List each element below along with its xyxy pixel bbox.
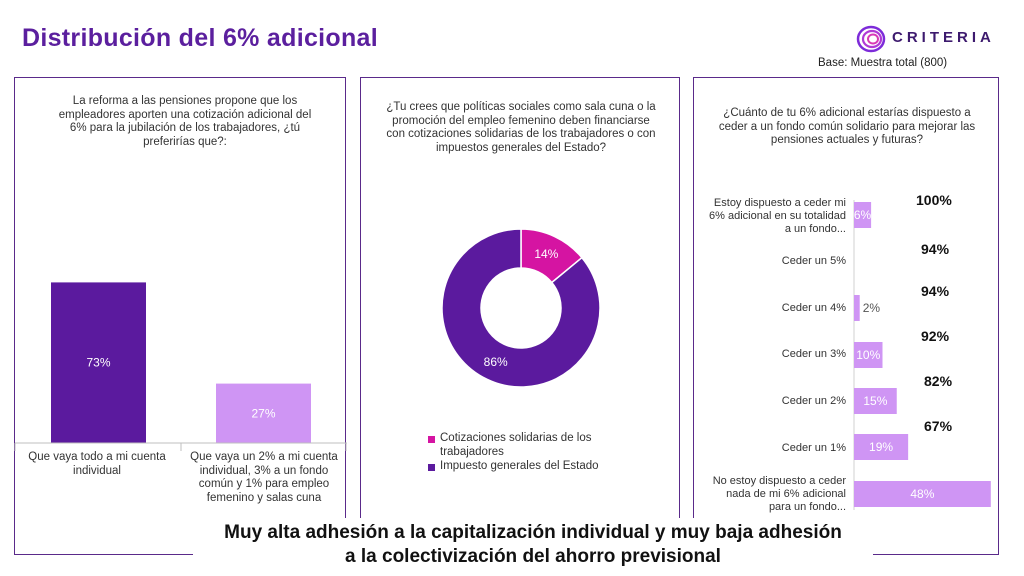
panel-bar-chart: La reforma a las pensiones propone que l…: [14, 77, 347, 555]
hbar-1: [854, 202, 872, 228]
brand-name: CRITERIA: [892, 29, 995, 46]
hbar-category-label-5: Ceder un 2%: [781, 395, 846, 407]
bar-chart-1: 73% 27%: [14, 282, 347, 451]
hbar-3: [854, 295, 860, 321]
hbar-4: [854, 342, 883, 368]
banner-line-1: Muy alta adhesión a la capitalización in…: [224, 522, 842, 543]
hbar-category-label-6: Ceder un 1%: [781, 442, 846, 454]
category-label-2: Que vaya un 2% a mi cuenta individual, 3…: [190, 451, 338, 504]
legend-label-cotizaciones: Cotizaciones solidarias de los trabajado…: [440, 432, 592, 458]
bar-value-label-1: 73%: [86, 356, 110, 370]
cumulative-total-6: 67%: [924, 418, 953, 434]
cumulative-total-4: 92%: [921, 328, 950, 344]
criteria-logo-icon: [856, 25, 886, 53]
donut-chart: 14% 86%: [441, 228, 601, 388]
banner-line-2: a la colectivización del ahorro previsio…: [345, 546, 721, 567]
hbar-category-label-1: Estoy dispuesto a ceder mi 6% adicional …: [709, 197, 846, 235]
hbar-value-label-5: 15%: [863, 394, 887, 408]
donut-value-label-1: 14%: [534, 247, 558, 261]
hbar-7: [854, 481, 991, 507]
panel-horizontal-chart: ¿Cuánto de tu 6% adicional estarías disp…: [693, 77, 999, 555]
legend-swatch-magenta: [428, 436, 435, 443]
hbar-value-label-6: 19%: [869, 440, 893, 454]
hbar-6: [854, 434, 909, 460]
cumulative-total-3: 94%: [921, 283, 950, 299]
question-3: ¿Cuánto de tu 6% adicional estarías disp…: [718, 107, 976, 146]
donut-slice-2: [441, 228, 601, 388]
hbar-category-label-3: Ceder un 4%: [781, 302, 846, 314]
hbar-category-label-4: Ceder un 3%: [781, 348, 846, 360]
legend-item-cotizaciones: Cotizaciones solidarias de los trabajado…: [428, 432, 658, 459]
question-1: La reforma a las pensiones propone que l…: [58, 95, 312, 148]
donut-value-label-2: 86%: [484, 355, 508, 369]
question-2: ¿Tu crees que políticas sociales como sa…: [386, 101, 656, 154]
cumulative-total-5: 82%: [924, 373, 953, 389]
donut-legend: Cotizaciones solidarias de los trabajado…: [428, 432, 658, 474]
horizontal-bar-chart: 6% 2% 10% 15% 19% 48%: [853, 200, 991, 510]
base-note: Base: Muestra total (800): [818, 57, 948, 69]
category-labels: Estoy dispuesto a ceder mi 6% adicional …: [702, 78, 846, 556]
hbar-value-label-1: 6%: [854, 208, 872, 222]
hbar-category-label-2: Ceder un 5%: [781, 255, 846, 267]
criteria-logo: CRITERIA: [856, 24, 1016, 54]
hbar-value-label-4: 10%: [856, 348, 880, 362]
cumulative-total-1: 100%: [916, 192, 952, 208]
hbar-value-label-3: 2%: [863, 301, 881, 315]
cumulative-total-2: 94%: [921, 241, 950, 257]
legend-label-impuestos: Impuesto generales del Estado: [440, 460, 599, 472]
hbar-5: [854, 388, 897, 414]
hbar-value-label-7: 48%: [910, 487, 934, 501]
category-label-1: Que vaya todo a mi cuenta individual: [28, 451, 166, 477]
legend-item-impuestos: Impuesto generales del Estado: [428, 460, 658, 474]
hbar-category-label-7: No estoy dispuesto a ceder nada de mi 6%…: [712, 475, 846, 513]
bar-1: [51, 282, 146, 443]
bar-value-label-2: 27%: [251, 406, 275, 420]
legend-swatch-purple: [428, 464, 435, 471]
conclusion-banner: Muy alta adhesión a la capitalización in…: [193, 518, 873, 570]
page-title: Distribución del 6% adicional: [22, 24, 378, 52]
panel-donut-chart: ¿Tu crees que políticas sociales como sa…: [360, 77, 680, 555]
bar-2: [216, 383, 311, 443]
